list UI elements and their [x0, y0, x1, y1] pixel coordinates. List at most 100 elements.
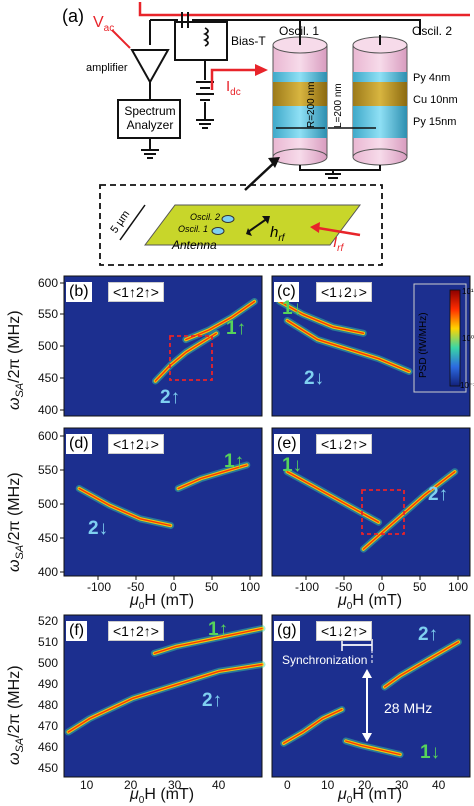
panel-e-state: <1↓2↑> — [316, 434, 372, 454]
row3-xtick-right: 20 — [358, 778, 372, 792]
antenna-label: Antenna — [172, 238, 217, 252]
trace-e-1 — [362, 471, 456, 550]
panel-b-arrow-2: 2↑ — [160, 387, 181, 408]
heatmap-traces — [64, 298, 462, 758]
idc-label: Idc — [226, 78, 241, 98]
trace-b-0 — [185, 300, 256, 341]
row2-xlabel-right: μ0H (mT) — [338, 592, 402, 612]
panel-g-arrow-2: 1↓ — [420, 742, 441, 763]
panel-b-tag: (b) — [66, 282, 92, 302]
axis-ticks — [60, 282, 459, 580]
trace-b-1 — [154, 332, 218, 382]
vac-label: Vac — [93, 14, 114, 34]
spectrum-analyzer-label: Spectrum Analyzer — [121, 104, 179, 132]
irf-main: I — [333, 234, 338, 251]
inset-osc1-label: Oscil. 1 — [178, 224, 209, 234]
row1-ytick: 450 — [38, 371, 59, 385]
row3-xtick-left: 10 — [80, 778, 94, 792]
row1-ylabel-rest: /2π (MHz) — [6, 310, 23, 383]
oscil2-label: Oscil. 2 — [412, 24, 453, 38]
row3-ytick: 490 — [38, 677, 59, 691]
row3-xlabel-right-main: μ — [338, 786, 347, 803]
row3-xtick-right: 30 — [395, 778, 409, 792]
panel-c-state: <1↓2↓> — [316, 282, 372, 302]
row3-xlabel-left: μ0H (mT) — [130, 786, 194, 806]
trace-e-0 — [286, 471, 380, 523]
row3-xlabel-left-sub: 0 — [138, 795, 145, 806]
trace-c-1 — [286, 319, 410, 373]
trace-c-0 — [278, 300, 365, 334]
row2-ylabel-sub: SA — [14, 544, 27, 560]
spectrum-analyzer-line2: Analyzer — [126, 118, 174, 132]
row2-ylabel: ωSA/2π (MHz) — [6, 472, 26, 572]
row2-xtick-left: -50 — [127, 580, 145, 594]
panel-f-tag: (f) — [66, 621, 88, 641]
row3-xtick-right: 0 — [284, 778, 291, 792]
row2-xlabel-left: μ0H (mT) — [130, 592, 194, 612]
row2-xlabel-right-sub: 0 — [346, 601, 353, 613]
row3-ylabel-rest: /2π (MHz) — [6, 665, 23, 738]
panel-f-arrow-2: 2↑ — [202, 690, 223, 711]
panel-c-tag: (c) — [274, 282, 299, 302]
row1-ytick: 500 — [38, 339, 59, 353]
row3-ytick: 450 — [38, 761, 59, 775]
vac-main: V — [93, 14, 104, 31]
panel-c-arrow-1: 1↓ — [282, 298, 303, 319]
row2-xtick-right: 50 — [413, 580, 427, 594]
panel-a-tag: (a) — [62, 6, 84, 26]
trace-g-0 — [383, 641, 460, 688]
panel-b-state: <1↑2↑> — [108, 282, 164, 302]
trace-g-1 — [345, 740, 401, 756]
panel-c-arrow-2: 2↓ — [304, 368, 325, 389]
row3-ytick: 460 — [38, 740, 59, 754]
r200-label: R=200 nm — [306, 81, 317, 128]
panel-d-arrow-2: 2↓ — [88, 518, 109, 539]
hrf-sub: rf — [278, 233, 285, 244]
row2-xtick-left: 100 — [240, 580, 261, 594]
row1-ylabel-main: ω — [6, 397, 23, 410]
inset-osc2-label: Oscil. 2 — [190, 212, 221, 222]
hrf-main: h — [270, 224, 279, 241]
row3-xlabel-right-rest: H (mT) — [352, 786, 403, 803]
panel-g-state: <1↓2↑> — [316, 621, 372, 641]
panel-g-gap-label: 28 MHz — [384, 700, 433, 716]
row2-ytick: 400 — [38, 565, 59, 579]
row2-xlabel-right-rest: H (mT) — [352, 592, 403, 609]
row2-ylabel-main: ω — [6, 559, 23, 572]
row3-xtick-left: 30 — [168, 778, 182, 792]
row3-xlabel-right-sub: 0 — [346, 795, 353, 806]
trace-f-0 — [153, 627, 263, 654]
row1-ytick: 550 — [38, 307, 59, 321]
colorbar-tick-mid: 10⁰ — [462, 334, 474, 343]
row3-xtick-left: 20 — [124, 778, 138, 792]
l200-label: L=200 nm — [333, 83, 344, 128]
row2-xtick-right: -100 — [295, 580, 320, 594]
bias-t-label: Bias-T — [231, 34, 266, 48]
panel-g-sync-label: Synchronization — [282, 653, 368, 667]
row2-ytick: 450 — [38, 531, 59, 545]
row3-ylabel-main: ω — [6, 752, 23, 765]
row1-ylabel-sub: SA — [14, 382, 27, 398]
row3-xlabel-left-main: μ — [130, 786, 139, 803]
panel-g-arrow-1: 2↑ — [418, 624, 439, 645]
colorbar-tick-bottom: 10⁻¹ — [460, 381, 474, 390]
row2-ylabel-rest: /2π (MHz) — [6, 472, 23, 545]
panel-d-arrow-1: 1↑ — [224, 451, 245, 472]
panel-d-tag: (d) — [66, 434, 92, 454]
idc-main: I — [226, 78, 231, 95]
row2-xlabel-left-main: μ — [130, 592, 139, 609]
irf-sub: rf — [337, 243, 344, 254]
row3-xtick-right: 10 — [321, 778, 335, 792]
row2-ytick: 500 — [38, 497, 59, 511]
panel-d-state: <1↑2↓> — [108, 434, 164, 454]
row3-ylabel-sub: SA — [14, 737, 27, 753]
spectrum-analyzer-line1: Spectrum — [124, 104, 176, 118]
py15-label: Py 15nm — [413, 116, 457, 128]
cu10-label: Cu 10nm — [413, 94, 458, 106]
idc-sub: dc — [230, 87, 241, 98]
row2-xlabel-right-main: μ — [338, 592, 347, 609]
row2-xtick-left: -100 — [87, 580, 112, 594]
panel-b-arrow-1: 1↑ — [226, 318, 247, 339]
colorbar-label: PSD (fW/MHz) — [418, 312, 429, 378]
